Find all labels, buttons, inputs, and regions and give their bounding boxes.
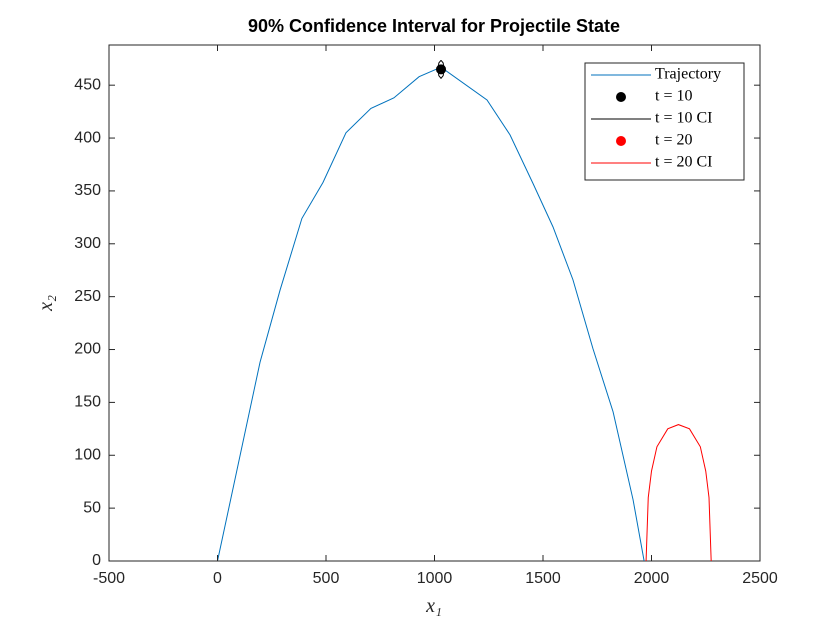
x-tick-label: 1500 xyxy=(525,570,561,587)
plot-content xyxy=(217,60,712,629)
y-axis-label: x₂ xyxy=(35,295,57,312)
y-tick-label: 50 xyxy=(83,499,101,516)
series-line xyxy=(437,60,445,80)
legend-label: t = 10 CI xyxy=(655,110,712,127)
y-tick-label: 250 xyxy=(74,288,101,305)
y-tick-label: 150 xyxy=(74,394,101,411)
legend-label: t = 10 xyxy=(655,88,692,105)
x-tick-label: 2500 xyxy=(742,570,778,587)
chart-title: 90% Confidence Interval for Projectile S… xyxy=(248,16,620,36)
y-tick-label: 350 xyxy=(74,182,101,199)
y-tick-label: 0 xyxy=(92,552,101,569)
y-tick-label: 200 xyxy=(74,341,101,358)
series-line xyxy=(645,424,712,561)
x-tick-label: 500 xyxy=(313,570,340,587)
legend-box xyxy=(584,62,745,181)
x-tick-label: -500 xyxy=(93,570,125,587)
legend-label: t = 20 xyxy=(655,132,692,149)
x-axis-label: x₁ xyxy=(425,595,442,617)
y-tick-label: 100 xyxy=(74,446,101,463)
legend-swatch xyxy=(616,92,626,102)
y-tick-label: 300 xyxy=(74,235,101,252)
legend-label: Trajectory xyxy=(655,66,721,83)
legend-swatch xyxy=(616,136,626,146)
y-tick-label: 450 xyxy=(74,76,101,93)
x-tick-label: 1000 xyxy=(417,570,453,587)
y-tick-label: 400 xyxy=(74,129,101,146)
legend-label: t = 20 CI xyxy=(655,154,712,171)
x-tick-label: 0 xyxy=(213,570,222,587)
x-tick-label: 2000 xyxy=(634,570,670,587)
point xyxy=(673,619,683,629)
